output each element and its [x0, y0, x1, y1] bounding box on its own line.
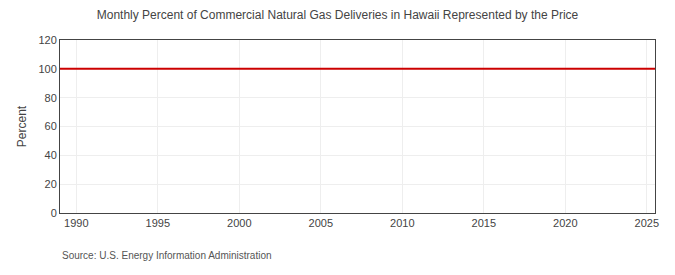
svg-text:0: 0	[51, 207, 57, 219]
svg-text:2020: 2020	[553, 217, 577, 229]
svg-text:80: 80	[45, 92, 57, 104]
svg-text:2000: 2000	[227, 217, 251, 229]
svg-text:2025: 2025	[635, 217, 659, 229]
svg-text:40: 40	[45, 149, 57, 161]
svg-text:Source: U.S. Energy Informatio: Source: U.S. Energy Information Administ…	[62, 250, 272, 261]
svg-text:Monthly Percent of Commercial: Monthly Percent of Commercial Natural Ga…	[97, 8, 579, 22]
svg-text:1990: 1990	[64, 217, 88, 229]
svg-text:2010: 2010	[390, 217, 414, 229]
svg-text:2005: 2005	[309, 217, 333, 229]
svg-text:100: 100	[38, 63, 56, 75]
svg-text:60: 60	[45, 120, 57, 132]
svg-text:120: 120	[38, 34, 56, 46]
svg-text:2015: 2015	[472, 217, 496, 229]
svg-text:Percent: Percent	[15, 105, 29, 147]
svg-text:20: 20	[45, 178, 57, 190]
svg-text:1995: 1995	[146, 217, 170, 229]
